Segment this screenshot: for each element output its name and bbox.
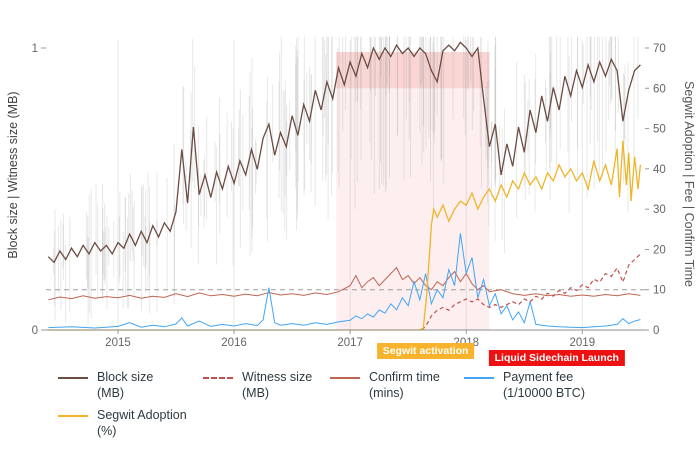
right-tick-label: 70 [653, 43, 666, 55]
legend-item-segwit-adoption: Segwit Adoption (%) [58, 407, 187, 440]
annotation-liquid-sidechain-launch-label: Liquid Sidechain Launch [494, 352, 619, 364]
right-tick-label: 30 [653, 204, 666, 216]
legend-swatch-confirm-time [330, 377, 360, 379]
series-block_size [47, 41, 641, 264]
legend-sublabel-block-size: (MB) [97, 386, 125, 401]
legend-item-confirm-time: Confirm time (mins) [330, 369, 440, 402]
legend-label-segwit-adoption: Segwit Adoption [97, 408, 187, 422]
legend-label-confirm-time: Confirm time [369, 370, 440, 384]
right-axis-title: Segwit Adoption | Fee | Confirm Time [682, 81, 696, 287]
legend-sublabel-witness-size: (MB) [242, 386, 270, 401]
right-tick-label: 60 [653, 83, 666, 95]
annotation-segwit-activation: Segwit activation [376, 343, 475, 359]
x-tick-label: 2015 [105, 337, 131, 349]
highlight-region-top-band [336, 52, 490, 89]
series-confirm_time [48, 266, 641, 301]
left-tick-label: 0 [32, 325, 38, 337]
series-payment_fee [48, 233, 641, 329]
right-tick-label: 20 [653, 244, 666, 256]
series-witness_size [421, 253, 641, 331]
annotation-segwit-activation-label: Segwit activation [382, 345, 469, 357]
right-tick-label: 50 [653, 124, 666, 136]
legend-label-block-size: Block size [97, 370, 154, 384]
legend-swatch-payment-fee [464, 377, 494, 379]
right-tick-label: 0 [653, 325, 659, 337]
series-segwit_adoption [48, 140, 642, 331]
annotation-liquid-sidechain-launch: Liquid Sidechain Launch [488, 350, 625, 366]
right-tick-label: 40 [653, 164, 666, 176]
right-tick-label: 10 [653, 285, 666, 297]
plot-svg: 2015201620172018201901010203040506070 [32, 36, 666, 349]
x-tick-label: 2017 [337, 337, 363, 349]
legend-swatch-block-size [58, 377, 88, 379]
legend-label-payment-fee: Payment fee [503, 370, 574, 384]
legend-swatch-witness-size [203, 377, 233, 379]
left-axis-title: Block size | Witness size (MB) [6, 91, 20, 259]
legend-item-block-size: Block size (MB) [58, 369, 153, 402]
legend-swatch-segwit-adoption [58, 415, 88, 417]
x-tick-label: 2016 [221, 337, 247, 349]
legend-sublabel-segwit-adoption: (%) [97, 424, 117, 439]
legend-sublabel-payment-fee: (1/10000 BTC) [503, 386, 585, 401]
legend-label-witness-size: Witness size [242, 370, 313, 384]
left-tick-label: 1 [32, 43, 38, 55]
x-tick-label: 2019 [570, 337, 596, 349]
legend-sublabel-confirm-time: (mins) [369, 386, 404, 401]
legend-item-payment-fee: Payment fee (1/10000 BTC) [464, 369, 585, 402]
legend-item-witness-size: Witness size (MB) [203, 369, 312, 402]
highlight-region [336, 52, 490, 331]
